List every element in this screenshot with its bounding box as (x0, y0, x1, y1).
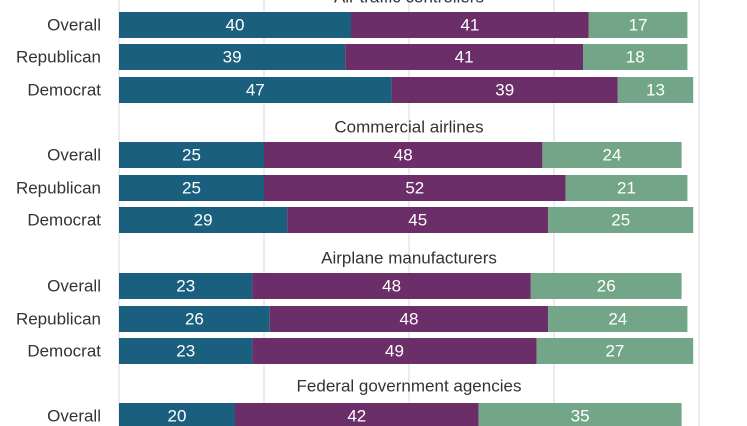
data-label: 27 (605, 342, 624, 361)
bar-segment (287, 207, 549, 233)
group-title: Federal government agencies (297, 377, 522, 396)
bar-segment (119, 207, 288, 233)
bar-row: Democrat 47 39 13 (27, 77, 694, 103)
bar-row: Republican 39 41 18 (16, 44, 688, 70)
bar-row: Democrat 29 45 25 (27, 207, 694, 233)
data-label: 20 (168, 407, 187, 426)
row-label: Overall (47, 146, 101, 165)
group-title: Air traffic controllers (334, 0, 484, 7)
data-label: 26 (597, 277, 616, 296)
row-label: Overall (47, 277, 101, 296)
bar-segment (548, 207, 694, 233)
bar-row: Overall 25 48 24 (47, 142, 682, 168)
data-label: 48 (382, 277, 401, 296)
group-title: Airplane manufacturers (321, 249, 497, 268)
bar-segment (119, 12, 351, 38)
bar-segment (345, 44, 583, 70)
row-label: Republican (16, 310, 101, 329)
bar-segment (119, 273, 253, 299)
bar-segment (536, 338, 694, 364)
bar-segment (235, 403, 479, 426)
bar-segment (119, 142, 264, 168)
data-label: 25 (182, 146, 201, 165)
bar-segment (119, 77, 392, 103)
bar-segment (617, 77, 694, 103)
bar-segment (119, 175, 264, 201)
data-label: 24 (603, 146, 622, 165)
bar-segment (119, 338, 253, 364)
bar-segment (548, 306, 688, 332)
data-label: 21 (617, 179, 636, 198)
bar-segment (530, 273, 682, 299)
group-1: Commercial airlines Overall 25 48 24 Republic… (16, 118, 694, 233)
bar-row: Overall 20 42 35 (47, 403, 682, 426)
data-label: 45 (408, 211, 427, 230)
data-label: 18 (626, 48, 645, 67)
bar-segment (119, 403, 235, 426)
data-label: 41 (460, 16, 479, 35)
bar-segment (391, 77, 618, 103)
bar-segment (588, 12, 688, 38)
bar-segment (542, 142, 682, 168)
bar-row: Democrat 23 49 27 (27, 338, 694, 364)
data-label: 26 (185, 310, 204, 329)
data-label: 42 (347, 407, 366, 426)
data-label: 47 (246, 81, 265, 100)
row-label: Democrat (27, 342, 101, 361)
bar-row: Overall 23 48 26 (47, 273, 682, 299)
row-label: Republican (16, 179, 101, 198)
data-label: 24 (608, 310, 627, 329)
row-label: Republican (16, 48, 101, 67)
data-label: 39 (495, 81, 514, 100)
row-label: Democrat (27, 81, 101, 100)
bar-segment (119, 306, 270, 332)
bar-segment (478, 403, 682, 426)
bar-segment (264, 142, 543, 168)
data-label: 17 (629, 16, 648, 35)
data-label: 39 (223, 48, 242, 67)
bar-row: Overall 40 41 17 (47, 12, 688, 38)
data-label: 25 (182, 179, 201, 198)
bar-segment (252, 338, 537, 364)
data-label: 23 (176, 342, 195, 361)
bar-segment (264, 175, 566, 201)
data-label: 48 (394, 146, 413, 165)
bar-segment (565, 175, 688, 201)
group-0: Air traffic controllers Overall 40 41 17 Repu… (16, 0, 694, 103)
row-label: Democrat (27, 211, 101, 230)
row-label: Overall (47, 16, 101, 35)
row-label: Overall (47, 407, 101, 426)
data-label: 23 (176, 277, 195, 296)
data-label: 40 (226, 16, 245, 35)
data-label: 41 (455, 48, 474, 67)
groups-layer: Air traffic controllers Overall 40 41 17 Repu… (16, 0, 694, 426)
data-label: 52 (405, 179, 424, 198)
data-label: 48 (400, 310, 419, 329)
bar-row: Republican 25 52 21 (16, 175, 688, 201)
data-label: 13 (646, 81, 665, 100)
bar-row: Republican 26 48 24 (16, 306, 688, 332)
bar-segment (583, 44, 688, 70)
group-3: Federal government agencies Overall 20 42 35 (47, 377, 682, 426)
data-label: 49 (385, 342, 404, 361)
group-title: Commercial airlines (334, 118, 483, 137)
data-label: 25 (611, 211, 630, 230)
data-label: 35 (571, 407, 590, 426)
bar-segment (269, 306, 549, 332)
data-label: 29 (194, 211, 213, 230)
bar-segment (252, 273, 531, 299)
bar-segment (119, 44, 346, 70)
bar-segment (351, 12, 589, 38)
